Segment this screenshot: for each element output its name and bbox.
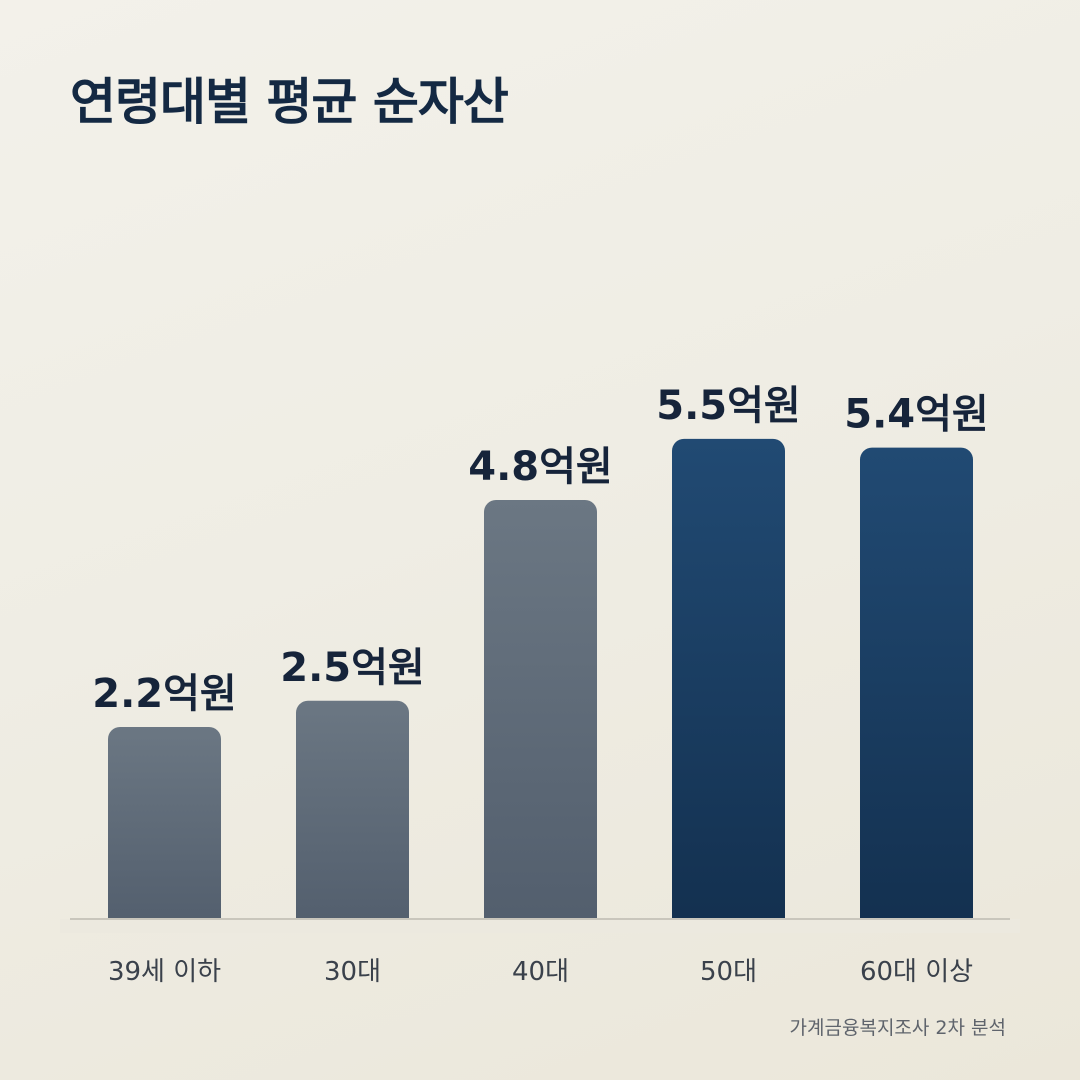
category-label-2: 30대 bbox=[324, 957, 381, 987]
category-label-4: 50대 bbox=[700, 957, 757, 987]
value-label-5: 5.4억원 bbox=[844, 392, 988, 438]
value-label-1: 2.2억원 bbox=[92, 671, 236, 717]
baseline-mask bbox=[60, 919, 1020, 933]
value-label-2: 2.5억원 bbox=[280, 645, 424, 691]
category-label-3: 40대 bbox=[512, 957, 569, 987]
bar-5 bbox=[860, 447, 973, 931]
bar-1 bbox=[108, 726, 221, 931]
chart-title: 연령대별 평균 순자산 bbox=[70, 73, 509, 131]
value-label-4: 5.5억원 bbox=[656, 383, 800, 429]
bar-4 bbox=[672, 438, 785, 931]
source-note: 가계금융복지조사 2차 분석 bbox=[789, 1017, 1006, 1039]
category-label-1: 39세 이하 bbox=[108, 957, 221, 987]
value-label-3: 4.8억원 bbox=[468, 444, 612, 490]
bar-2 bbox=[296, 700, 409, 931]
bar-3 bbox=[484, 499, 597, 931]
category-label-5: 60대 이상 bbox=[860, 957, 973, 987]
